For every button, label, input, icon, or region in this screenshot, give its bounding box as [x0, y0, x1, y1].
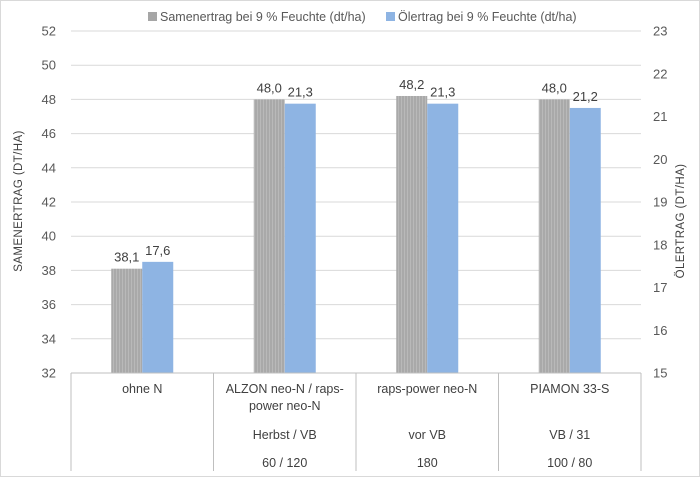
bar-seed-yield: [396, 95, 428, 373]
y-tick-label-left: 46: [42, 126, 56, 141]
bar-oil-yield: [427, 103, 459, 374]
y-tick-label-right: 23: [653, 24, 667, 39]
y-axis-left-title: SAMENERTRAG (DT/HA): [13, 130, 25, 272]
bar-seed-yield: [111, 268, 143, 373]
category-label: PIAMON 33-S: [530, 382, 609, 396]
category-label: ohne N: [122, 382, 162, 396]
data-labels: 38,1 17,6 48,0 21,3 48,2 21,3 48,0 21,2: [114, 77, 598, 265]
legend-swatch-seed-yield: [148, 12, 157, 21]
data-label-oil-yield: 21,2: [573, 89, 598, 104]
y-tick-label-right: 16: [653, 323, 667, 338]
data-label-seed-yield: 48,0: [542, 80, 567, 95]
legend-label-oil-yield: Ölertrag bei 9 % Feuchte (dt/ha): [398, 10, 577, 24]
category-timing-label: vor VB: [408, 428, 446, 442]
y-tick-label-left: 44: [42, 160, 56, 175]
category-table: [70, 372, 642, 471]
bar-seed-yield: [253, 99, 285, 374]
y-tick-label-left: 42: [42, 195, 56, 210]
bar-oil-yield: [569, 107, 601, 373]
legend-swatch-oil-yield: [386, 12, 395, 21]
y-tick-label-left: 36: [42, 297, 56, 312]
y-tick-label-right: 19: [653, 195, 667, 210]
y-tick-label-left: 48: [42, 92, 56, 107]
category-timing-label: Herbst / VB: [253, 428, 317, 442]
legend-label-seed-yield: Samenertrag bei 9 % Feuchte (dt/ha): [160, 10, 366, 24]
y-tick-label-left: 52: [42, 24, 56, 39]
y-tick-label-left: 50: [42, 58, 56, 73]
category-rate-label: 60 / 120: [262, 456, 307, 470]
category-timing-label: VB / 31: [549, 428, 590, 442]
bars: [111, 95, 601, 374]
y-tick-label-right: 21: [653, 109, 667, 124]
y-tick-label-right: 15: [653, 366, 667, 381]
y-axis-right-title: ÖLERTRAG (DT/HA): [675, 164, 687, 279]
y-axis-left-ticks: 32 34 36 38 40 42 44 46 48 50 52: [42, 24, 56, 381]
data-label-seed-yield: 38,1: [114, 250, 139, 265]
category-label: ALZON neo-N / raps-: [226, 382, 344, 396]
y-tick-label-right: 18: [653, 237, 667, 252]
y-tick-label-left: 40: [42, 229, 56, 244]
category-labels: ohne N ALZON neo-N / raps-power neo-N Herb…: [122, 382, 609, 470]
bar-oil-yield: [142, 261, 174, 373]
y-axis-right-ticks: 15 16 17 18 19 20 21 22 23: [653, 24, 667, 381]
data-label-seed-yield: 48,2: [399, 77, 424, 92]
y-tick-label-left: 34: [42, 331, 56, 346]
y-tick-label-left: 32: [42, 366, 56, 381]
bar-oil-yield: [284, 103, 316, 374]
y-tick-label-right: 17: [653, 280, 667, 295]
category-label: power neo-N: [249, 399, 321, 413]
y-tick-label-left: 38: [42, 263, 56, 278]
category-rate-label: 100 / 80: [547, 456, 592, 470]
category-label: raps-power neo-N: [377, 382, 477, 396]
bar-seed-yield: [538, 99, 570, 374]
data-label-seed-yield: 48,0: [257, 80, 282, 95]
data-label-oil-yield: 21,3: [288, 85, 313, 100]
category-rate-label: 180: [417, 456, 438, 470]
y-tick-label-right: 20: [653, 152, 667, 167]
data-label-oil-yield: 17,6: [145, 243, 170, 258]
data-label-oil-yield: 21,3: [430, 85, 455, 100]
y-tick-label-right: 22: [653, 66, 667, 81]
legend: Samenertrag bei 9 % Feuchte (dt/ha) Öler…: [148, 10, 577, 24]
